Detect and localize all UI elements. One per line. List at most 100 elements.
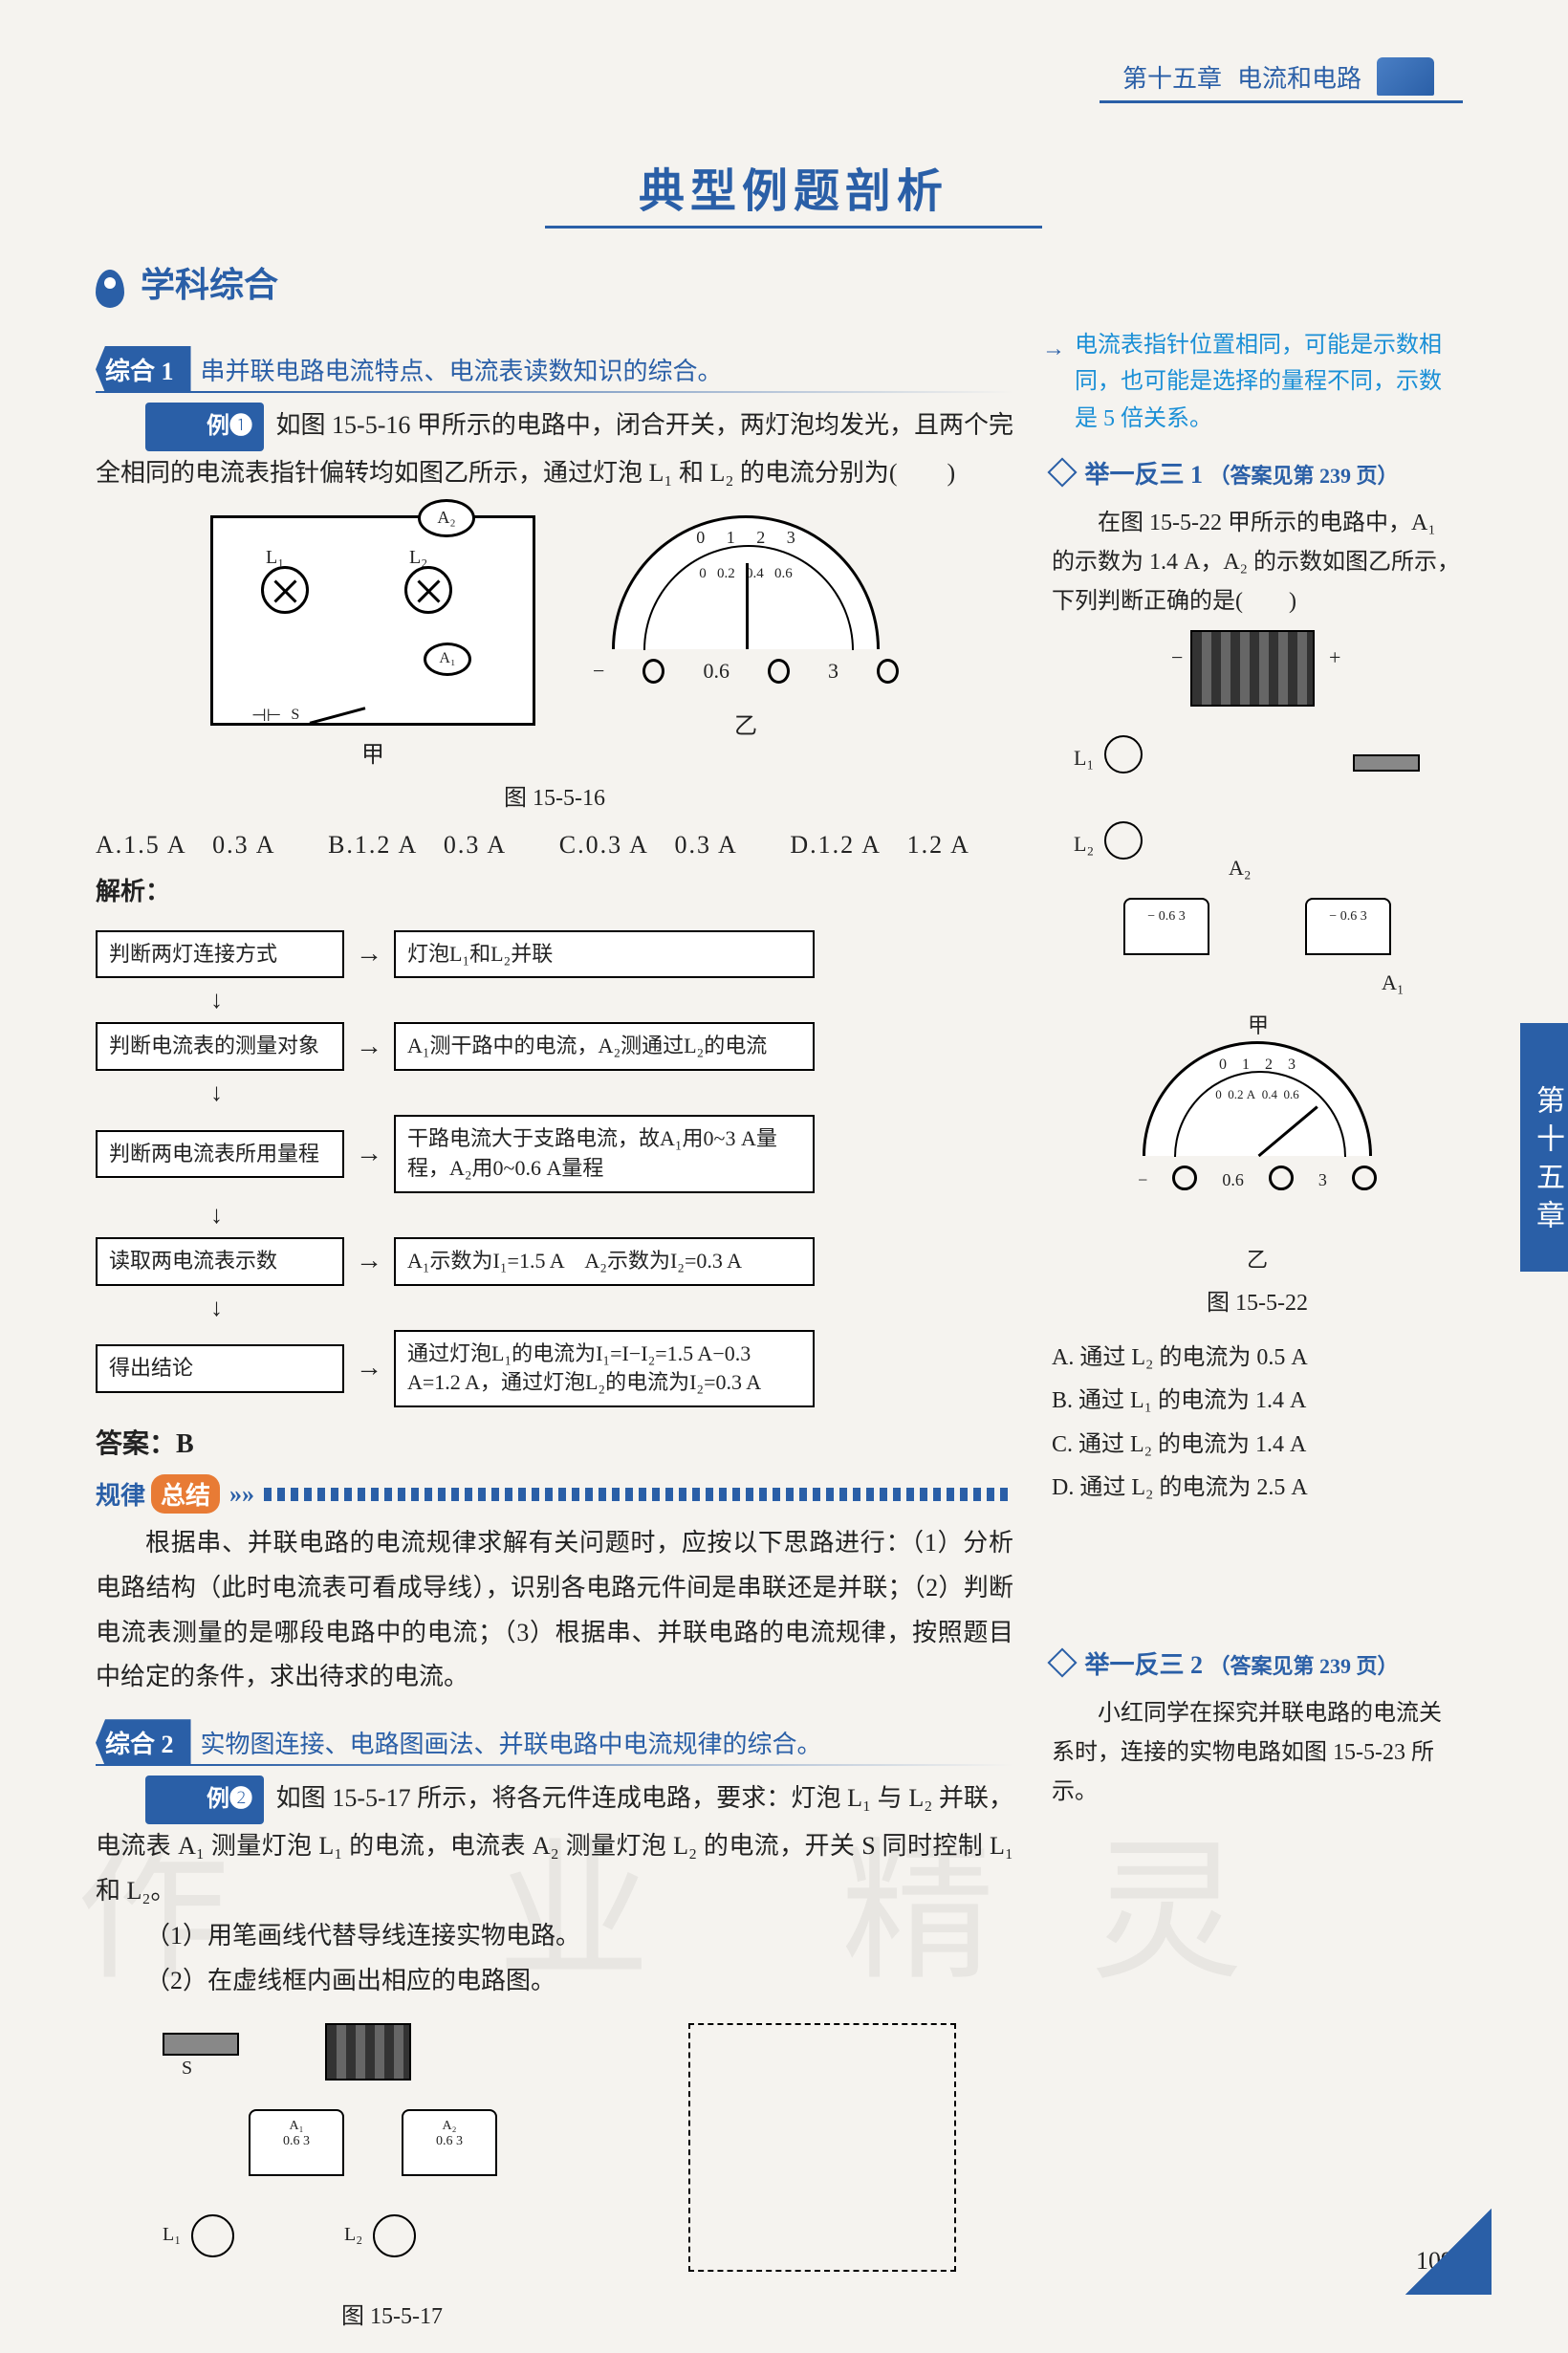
stripe-decoration: [264, 1488, 1013, 1501]
page-corner-decoration: [1405, 2209, 1492, 2295]
flow-r1-left: 判断两灯连接方式: [96, 930, 344, 979]
ext-jia-label: 甲: [1248, 1008, 1269, 1043]
chapter-header: 第十五章 电流和电路: [1122, 57, 1434, 96]
label-s: S: [291, 707, 299, 724]
fig-caption-15-5-16: 图 15-5-16: [96, 778, 1013, 812]
comp-bulb-l2: [373, 2214, 416, 2257]
extend1-ref: （答案见第 239 页）: [1209, 464, 1399, 488]
comp-s-label: S: [182, 2058, 192, 2080]
pin-icon: [96, 270, 124, 308]
subject-heading: 学科综合: [96, 257, 1492, 308]
terminal-icon: [1269, 1166, 1294, 1190]
pen-icon: [1047, 457, 1077, 487]
extend1-title-text: 举一反三 1: [1085, 461, 1204, 489]
flow-r1-right: 灯泡L₁和L₂并联: [394, 930, 815, 979]
example1-label: 例❶: [145, 403, 264, 451]
chapter-label: 第十五章: [1122, 59, 1222, 95]
comp-switch: [163, 2033, 239, 2056]
label-jia: 甲: [210, 735, 535, 769]
flow-r5-left: 得出结论: [96, 1344, 344, 1393]
pen-icon: [1047, 1647, 1077, 1677]
extend2-title: 举一反三 2 （答案见第 239 页）: [1052, 1645, 1463, 1687]
page-title: 典型例题剖析: [620, 153, 968, 220]
fig-caption-15-5-22: 图 15-5-22: [1052, 1284, 1463, 1323]
arrow-down-icon: ↓: [210, 1203, 1013, 1228]
flow-r4-right: A₁示数为I₁=1.5 A A₂示数为I₂=0.3 A: [394, 1237, 815, 1286]
comp-meter-a2: A₂0.6 3: [402, 2109, 497, 2176]
terminal-icon: [1172, 1166, 1197, 1190]
extend1-choices: A. 通过 L₂ 的电流为 0.5 A B. 通过 L₁ 的电流为 1.4 A …: [1052, 1337, 1463, 1511]
comp-l1-label: L₁: [163, 2224, 181, 2246]
terminal-icon: [768, 659, 790, 684]
extend2-text: 小红同学在探究并联电路的电流关系时，连接的实物电路如图 15-5-23 所示。: [1052, 1694, 1463, 1811]
margin-column: 电流表指针位置相同，可能是示数相同，也可能是选择的量程不同，示数是 5 倍关系。…: [1052, 327, 1463, 2353]
arrow-right-icon: →: [356, 1353, 382, 1383]
flow-r2-left: 判断电流表的测量对象: [96, 1022, 344, 1071]
arrow-right-icon: →: [356, 1246, 382, 1276]
ammeter-a1: A₁: [424, 643, 471, 676]
extend1-title: 举一反三 1 （答案见第 239 页）: [1052, 454, 1463, 496]
ext-bulb-l1: [1104, 735, 1143, 773]
arrow-down-icon: ↓: [210, 988, 1013, 1013]
comp-battery: [325, 2023, 411, 2081]
ext-a2-label: A₂: [1229, 850, 1252, 885]
title-underline: [545, 226, 1042, 229]
label-l1: L₁: [266, 547, 284, 569]
page-title-block: 典型例题剖析: [96, 153, 1492, 229]
ext-bulb-l2: [1104, 821, 1143, 860]
choice-a: A. 通过 L₂ 的电流为 0.5 A: [1052, 1337, 1463, 1381]
label-yi: 乙: [593, 707, 899, 740]
circuit-jia: A₂ L₁ L₂ A₁ ⊣⊢ S: [210, 515, 535, 726]
battery-icon: [1190, 630, 1315, 707]
arrow-right-icon: →: [356, 939, 382, 970]
terminal-icon: [1352, 1166, 1377, 1190]
figure-15-5-17: S A₁0.6 3 A₂0.6 3 L₁ L₂ 图 15-5-17: [96, 2023, 1013, 2343]
extend1-circuit-jia: + − L₁ L₂ − 0.6 3 A₂ − 0.6 3 A₁ 甲: [1066, 630, 1448, 1032]
components-diagram: S A₁0.6 3 A₂0.6 3 L₁ L₂: [153, 2023, 631, 2291]
example2-q1: （1）用笔画线代替导线连接实物电路。: [96, 1914, 1013, 1959]
side-tab: 第十五章: [1520, 1023, 1568, 1272]
bulb-l1: [261, 566, 309, 614]
example2-prompt: 例❷ 如图 15-5-17 所示，将各元件连成电路，要求：灯泡 L₁ 与 L₂ …: [96, 1776, 1013, 1914]
terminal-icon: [642, 659, 664, 684]
figure-15-5-16: A₂ L₁ L₂ A₁ ⊣⊢ S 甲: [96, 515, 1013, 769]
flow-r4-left: 读取两电流表示数: [96, 1237, 344, 1286]
handwritten-note: 电流表指针位置相同，可能是示数相同，也可能是选择的量程不同，示数是 5 倍关系。: [1052, 327, 1463, 437]
flowchart: 判断两灯连接方式 → 灯泡L₁和L₂并联 ↓ 判断电流表的测量对象 → A₁测干…: [96, 930, 1013, 1408]
terminal-icon: [877, 659, 899, 684]
section1-header: 综合 1 串并联电路电流特点、电流表读数知识的综合。: [96, 346, 1013, 393]
ext-a1-label: A₁: [1382, 965, 1405, 1000]
section1-desc: 串并联电路电流特点、电流表读数知识的综合。: [201, 358, 723, 385]
flow-r5-right: 通过灯泡L₁的电流为I₁=I−I₂=1.5 A−0.3 A=1.2 A，通过灯泡…: [394, 1330, 815, 1408]
fig-caption-15-5-17: 图 15-5-17: [153, 2297, 631, 2330]
header-divider: [1100, 100, 1463, 103]
section2-header: 综合 2 实物图连接、电路图画法、并联电路中电流规律的综合。: [96, 1719, 1013, 1766]
section2-tag: 综合 2: [96, 1719, 191, 1766]
switch-s: ⊣⊢ S: [251, 706, 443, 726]
choice-d: D. 通过 L₂ 的电流为 2.5 A: [1052, 1467, 1463, 1511]
extend2-title-text: 举一反三 2: [1085, 1651, 1204, 1679]
meter-dial-yi: 0 1 2 3 0 0.2 0.4 0.6: [593, 515, 899, 707]
label-l2: L₂: [409, 547, 427, 569]
example1-choices: A.1.5 A 0.3 A B.1.2 A 0.3 A C.0.3 A 0.3 …: [96, 825, 1013, 861]
arrow-down-icon: ↓: [210, 1296, 1013, 1320]
rule-summary-header: 规律 总结 »»: [96, 1474, 1013, 1514]
arrow-down-icon: ↓: [210, 1080, 1013, 1105]
circuit-draw-box: [688, 2023, 956, 2272]
rule-badge: 总结: [151, 1474, 220, 1514]
comp-l2-label: L₂: [344, 2224, 362, 2246]
section1-tag: 综合 1: [96, 346, 191, 393]
choice-b: B. 通过 L₁ 的电流为 1.4 A: [1052, 1380, 1463, 1424]
extend1-dial-yi: 0 1 2 3 0 0.2 A 0.4 0.6: [1123, 1041, 1391, 1232]
chapter-title: 电流和电路: [1237, 59, 1361, 95]
extend2-ref: （答案见第 239 页）: [1209, 1654, 1399, 1678]
ext-meter-a2: − 0.6 3: [1123, 898, 1209, 955]
choice-c: C. 通过 L₂ 的电流为 1.4 A: [1052, 1424, 1463, 1468]
analysis-label: 解析：: [96, 870, 1013, 915]
example1-answer: 答案：B: [96, 1423, 1013, 1461]
ext-switch: [1353, 754, 1420, 772]
comp-bulb-l1: [191, 2214, 234, 2257]
rule-summary-text: 根据串、并联电路的电流规律求解有关问题时，应按以下思路进行：（1）分析电路结构（…: [96, 1521, 1013, 1700]
comp-meter-a1: A₁0.6 3: [249, 2109, 344, 2176]
arrow-right-icon: →: [356, 1032, 382, 1062]
